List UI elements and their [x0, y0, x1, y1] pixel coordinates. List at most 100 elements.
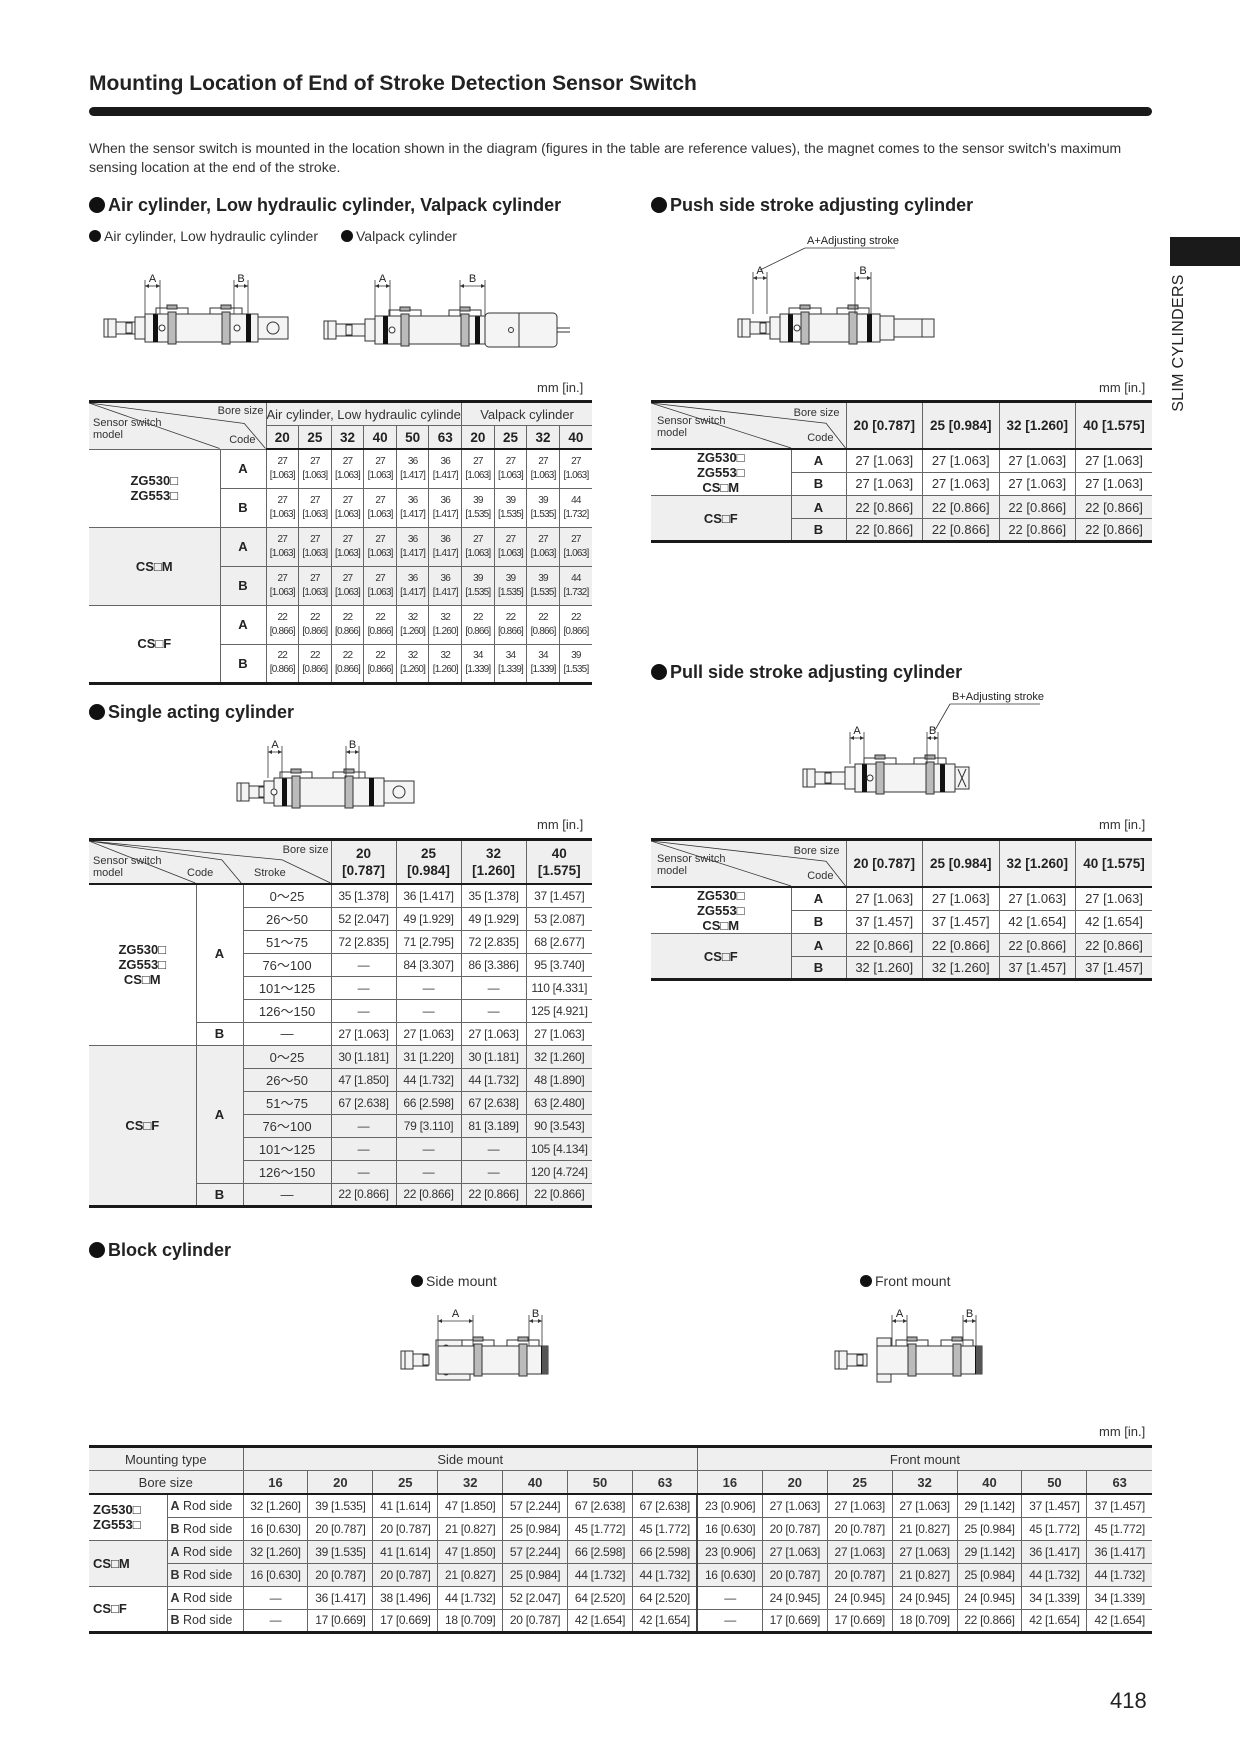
stroke-cell: 101～125 [243, 1136, 332, 1161]
section-heading-air: Air cylinder, Low hydraulic cylinder, Va… [89, 195, 561, 216]
bore-row: Bore size 16 20 25 32 40 50 63 16 20 25 32 40 50 63 [89, 1470, 1152, 1495]
table-cell: 20 [0.787] [826, 1516, 893, 1541]
table-cell: 36 [1.417] [395, 565, 430, 606]
bore-header: 50 [1021, 1470, 1088, 1495]
table-cell: 24 [0.945] [956, 1585, 1023, 1610]
code-letter: A [170, 1590, 180, 1605]
table-cell: 37 [1.457] [525, 884, 593, 908]
code-cell: A Rod side [166, 1539, 244, 1564]
rod-nut [103, 318, 117, 338]
sensor-switch [517, 1336, 529, 1342]
table-cell: 21 [0.827] [891, 1562, 958, 1587]
table-row: CS□F A 22 [0.866] 22 [0.866] 22 [0.866] 22 [0… [651, 495, 1152, 542]
dimension-arrow [529, 1319, 542, 1323]
code-cell: B [220, 643, 267, 684]
adjusting-stroke-note: B+Adjusting stroke [952, 691, 1044, 703]
table-cell: 105 [4.134] [525, 1136, 593, 1161]
table-cell: 27 [1.063] [330, 1021, 397, 1046]
table-cell: 44 [1.732] [460, 1067, 527, 1092]
table-cell: 35 [1.378] [330, 884, 397, 908]
wrench-flat [345, 324, 353, 336]
table-cell: — [395, 998, 462, 1023]
diagram-part [957, 768, 967, 788]
table-cell: 49 [1.929] [395, 906, 462, 931]
bore-header: 20 [307, 1470, 374, 1495]
table-cell: 17 [0.669] [372, 1608, 439, 1633]
sensor-switch [166, 304, 178, 310]
bore-header: 50 [395, 425, 430, 450]
bore-header: 32 [330, 425, 365, 450]
unit-label: mm [in.] [537, 380, 584, 395]
label-code: Code [807, 432, 834, 444]
table-cell: 36 [1.417] [428, 449, 463, 489]
label-code: Code [229, 433, 256, 446]
bullet-icon [651, 664, 667, 680]
table-cell: 27 [1.063] [330, 526, 365, 567]
table-cell: 45 [1.772] [1021, 1516, 1088, 1541]
table-cell: 27 [1.063] [265, 449, 300, 489]
label-bore-size: Bore size [793, 407, 840, 419]
wrench-flat [125, 322, 133, 334]
table-cell: 27 [1.063] [998, 449, 1076, 473]
bore-header: 32 [1.260] [460, 839, 527, 885]
end-cap [976, 1346, 982, 1374]
sensor-band [925, 761, 935, 795]
bore-header: 32 [526, 425, 560, 450]
page-title: Mounting Location of End of Stroke Detec… [89, 72, 697, 95]
table-cell: 44 [1.732] [437, 1585, 504, 1610]
sensor-model: CS□M [89, 526, 221, 606]
bore-size-header: Bore size [89, 1470, 244, 1495]
table-cell: 22 [0.866] [298, 643, 332, 684]
table-cell: 27 [1.063] [998, 887, 1076, 911]
unit-label: mm [in.] [537, 817, 584, 832]
dimension-arrow [234, 284, 248, 288]
bore-header: 20 [266, 425, 300, 450]
table-row: CS□F A 0～25 30 [1.181] 31 [1.220] 30 [1.181] 3… [89, 1044, 593, 1207]
table-cell: 67 [2.638] [330, 1090, 397, 1115]
rod-nut [400, 1350, 414, 1370]
table-cell: 22 [0.866] [998, 495, 1076, 519]
table-cell: 34 [1.339] [461, 643, 495, 684]
table-cell: 22 [0.866] [1075, 933, 1152, 957]
code-cell: A [195, 884, 244, 1023]
table-cell: 27 [1.063] [526, 526, 560, 567]
port [158, 324, 166, 332]
table-row: B 32 [1.260] 32 [1.260] 37 [1.457] 37 [1.457… [651, 956, 1152, 980]
code-cell: A [219, 526, 267, 567]
table-cell: 57 [2.244] [502, 1494, 569, 1518]
table-cell: 44 [1.732] [567, 1562, 633, 1587]
table-cell: 64 [2.520] [567, 1585, 633, 1610]
table-cell: — [460, 1136, 527, 1161]
table-cell: 110 [4.331] [525, 975, 593, 1000]
table-cell: — [242, 1608, 309, 1633]
table-cell: 27 [1.063] [891, 1539, 958, 1564]
sensor-switch [472, 1336, 484, 1342]
table-row: ZG530□ ZG553□ CS□M A 0～25 35 [1.378] 36 [1.417… [89, 884, 593, 1046]
sensor-model: CS□F [651, 495, 792, 542]
bullet-icon [411, 1275, 423, 1287]
table-cell: 30 [1.181] [330, 1044, 397, 1069]
table-cell: 27 [1.063] [761, 1494, 828, 1518]
table-cell: 22 [0.866] [461, 604, 495, 645]
table-cell: 47 [1.850] [437, 1494, 504, 1518]
code-letter: B [170, 1567, 180, 1582]
sensor-switch [343, 768, 355, 774]
dimension-label-a: A [853, 725, 861, 737]
table-cell: 41 [1.614] [372, 1539, 439, 1564]
bore-header: 25 [298, 425, 332, 450]
code-letter: A [170, 1544, 180, 1559]
table-cell: 32 [1.260] [525, 1044, 593, 1069]
bullet-icon [89, 230, 101, 242]
bullet-icon [89, 704, 105, 720]
table-cell: 36 [1.417] [428, 565, 463, 606]
table-cell: — [330, 1113, 397, 1138]
table-cell: 32 [1.260] [395, 643, 430, 684]
table-cell: 27 [1.063] [1075, 887, 1152, 911]
code-cell: B [196, 1021, 244, 1046]
table-cell: 22 [0.866] [265, 604, 300, 645]
table-cell: 32 [1.260] [242, 1494, 309, 1518]
table-row: 126～150— — —120 [4.724] [89, 1159, 593, 1184]
dimension-arrow [855, 276, 871, 280]
dimension-label-a: A [756, 265, 764, 277]
